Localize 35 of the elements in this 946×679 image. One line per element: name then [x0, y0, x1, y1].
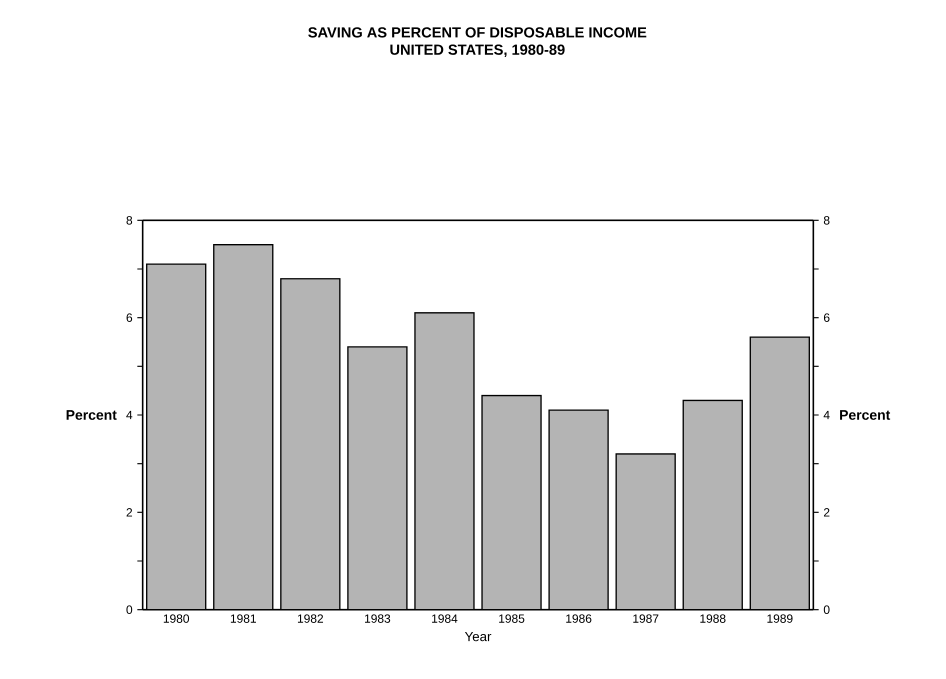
x-tick-label: 1986 — [566, 614, 592, 623]
x-tick-label: 1989 — [767, 614, 793, 623]
x-tick-label: 1987 — [633, 614, 658, 623]
y2-tick-label: 4 — [824, 410, 830, 420]
y-tick-label: 0 — [126, 605, 132, 614]
bar — [548, 409, 609, 610]
x-tick-label: 1983 — [365, 614, 390, 623]
bar — [146, 263, 206, 610]
y-tick-label: 6 — [126, 313, 132, 322]
y2-tick-label: 0 — [824, 605, 830, 614]
x-tick-label: 1985 — [499, 614, 524, 623]
y2-tick-label: 2 — [824, 508, 830, 517]
y-tick-label: 4 — [126, 410, 132, 420]
y-axis-title: Percent — [66, 410, 117, 420]
x-tick-label: 1988 — [700, 614, 726, 623]
x-tick-label: 1980 — [164, 614, 190, 623]
bar — [682, 400, 743, 610]
x-tick-label: 1982 — [298, 614, 324, 623]
y-tick-label: 2 — [126, 508, 132, 517]
bar — [481, 394, 542, 610]
x-tick-label: 1984 — [432, 614, 458, 623]
bar — [414, 312, 475, 610]
x-axis-title: Year — [464, 632, 492, 642]
bar — [615, 453, 676, 610]
chart-title: SAVING AS PERCENT OF DISPOSABLE INCOME — [308, 27, 646, 38]
bar — [347, 346, 408, 610]
y2-tick-label: 8 — [824, 216, 830, 225]
y-tick-label: 8 — [126, 216, 132, 225]
x-tick-label: 1981 — [230, 614, 256, 623]
bar — [213, 244, 274, 610]
bar — [750, 336, 810, 610]
chart-subtitle: UNITED STATES, 1980-89 — [390, 44, 565, 57]
y2-tick-label: 6 — [824, 313, 830, 322]
bar — [280, 278, 341, 610]
y2-axis-title: Percent — [840, 410, 890, 420]
